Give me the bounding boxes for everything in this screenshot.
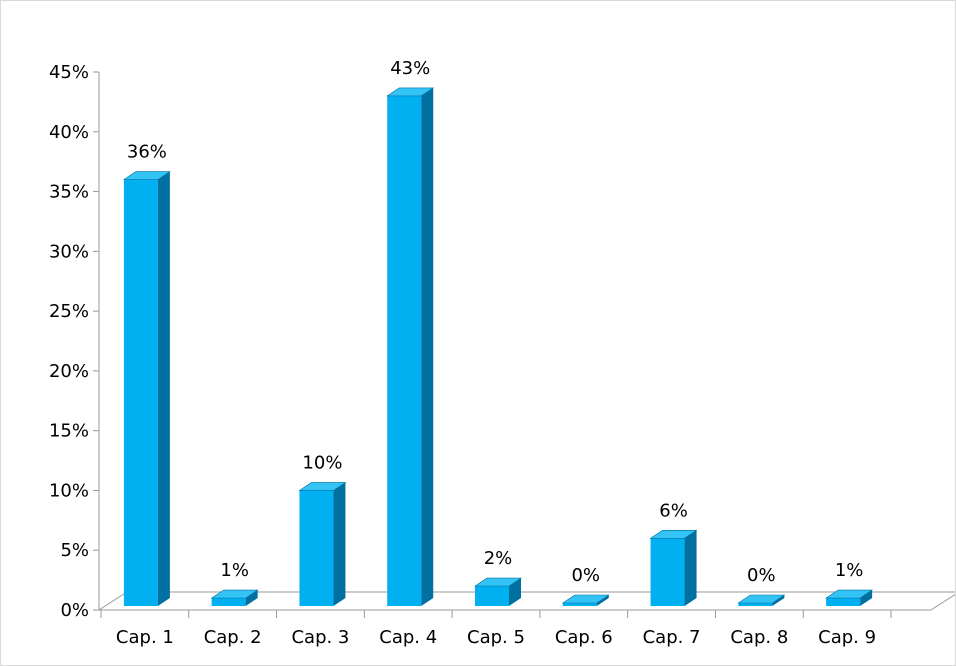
y-tick-label: 0% bbox=[60, 600, 89, 621]
bar-front bbox=[475, 586, 509, 606]
labels-layer: 36% Cap. 1 1% Cap. 2 10% Cap. 3 43% Cap. 4 2% Cap… bbox=[116, 58, 876, 648]
y-tick-label: 35% bbox=[49, 182, 89, 203]
y-tick-label: 20% bbox=[49, 361, 89, 382]
bar-top bbox=[737, 594, 786, 604]
bar bbox=[122, 171, 171, 606]
bar bbox=[737, 594, 786, 606]
data-label: 1% bbox=[220, 560, 249, 581]
bar-side bbox=[596, 595, 609, 606]
data-label: 6% bbox=[659, 500, 688, 521]
bar bbox=[210, 589, 259, 606]
bar-front bbox=[562, 603, 597, 606]
bar bbox=[474, 577, 522, 606]
data-label: 2% bbox=[484, 548, 513, 569]
bar-top bbox=[298, 482, 347, 491]
bars-layer bbox=[122, 87, 874, 607]
bar bbox=[298, 482, 347, 606]
data-label: 1% bbox=[835, 560, 864, 581]
bar-side bbox=[333, 482, 346, 606]
bar-top bbox=[386, 87, 435, 97]
y-tick-label: 10% bbox=[49, 480, 89, 501]
data-label: 36% bbox=[127, 142, 167, 163]
data-label: 0% bbox=[747, 565, 776, 586]
x-tick-label: Cap. 8 bbox=[730, 627, 788, 648]
bar-front bbox=[826, 598, 861, 606]
bar bbox=[825, 589, 874, 606]
x-tick-label: Cap. 6 bbox=[555, 627, 613, 648]
bar-front bbox=[123, 179, 158, 606]
y-tick-label: 30% bbox=[49, 241, 89, 262]
y-tick-label: 45% bbox=[49, 62, 89, 83]
bar-side bbox=[684, 530, 697, 606]
x-tick-label: Cap. 5 bbox=[467, 627, 525, 648]
bar bbox=[561, 594, 610, 606]
x-tick-label: Cap. 4 bbox=[379, 627, 437, 648]
bar-side bbox=[509, 578, 521, 606]
bar-side bbox=[772, 595, 785, 606]
bar-front bbox=[387, 95, 422, 607]
bar-top bbox=[474, 577, 522, 587]
y-tick-label: 5% bbox=[60, 540, 89, 561]
bar-top bbox=[210, 589, 259, 599]
bar-top bbox=[561, 594, 610, 604]
bar-side bbox=[245, 590, 258, 606]
y-tick-label: 15% bbox=[49, 421, 89, 442]
bar-top bbox=[649, 529, 698, 539]
bar-front bbox=[211, 598, 246, 606]
y-tick-label: 40% bbox=[49, 122, 89, 143]
bar bbox=[386, 87, 435, 607]
bar-front bbox=[650, 538, 685, 606]
bar-front bbox=[299, 490, 334, 606]
x-tick-label: Cap. 3 bbox=[291, 627, 349, 648]
bar-top bbox=[122, 171, 171, 180]
data-label: 10% bbox=[302, 452, 342, 473]
bar bbox=[649, 529, 698, 606]
x-tick-label: Cap. 2 bbox=[204, 627, 262, 648]
y-tick-label: 25% bbox=[49, 301, 89, 322]
x-tick-label: Cap. 1 bbox=[116, 627, 174, 648]
bar-top bbox=[825, 589, 874, 599]
axis-layer: 0% 5% 10% 15% 20% 25% 30% 35% 40% 45% bbox=[49, 62, 955, 621]
data-label: 0% bbox=[571, 565, 600, 586]
bar-side bbox=[157, 171, 170, 606]
data-label: 43% bbox=[390, 58, 430, 79]
bar-side bbox=[421, 87, 434, 606]
bar-front bbox=[738, 603, 773, 606]
x-tick-label: Cap. 7 bbox=[643, 627, 701, 648]
bar-side bbox=[860, 590, 873, 606]
x-tick-label: Cap. 9 bbox=[818, 627, 876, 648]
